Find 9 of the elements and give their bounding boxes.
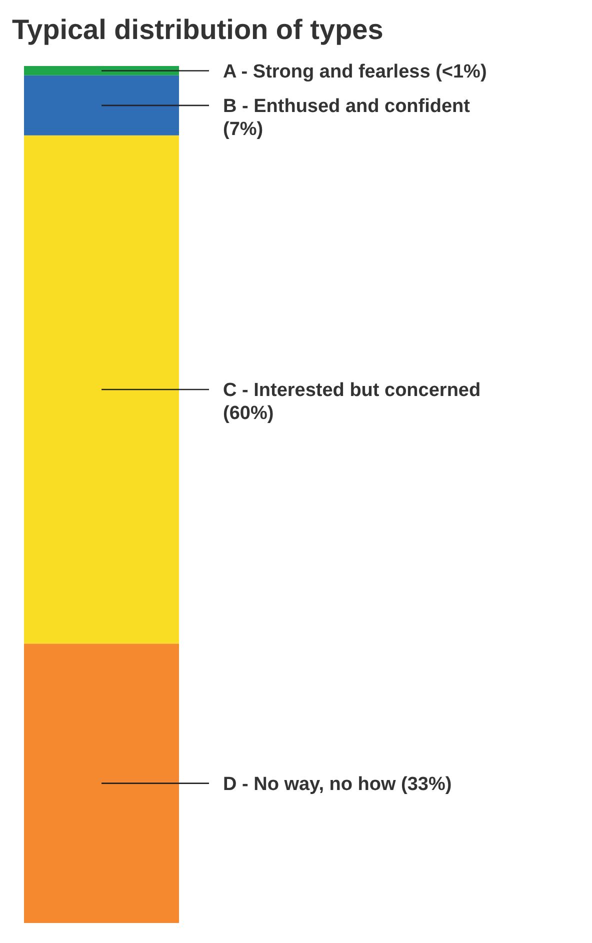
text: A - Strong and fearless (<1%)	[223, 61, 487, 82]
bar	[24, 66, 179, 76]
text: C - Interested but concerned (60%)	[223, 380, 481, 424]
text: B - Enthused and confident (7%)	[223, 96, 471, 140]
bar	[24, 644, 179, 923]
bar	[24, 135, 179, 644]
text: D - No way, no how (33%)	[223, 774, 452, 795]
bar	[24, 75, 179, 136]
chart-title: Typical distribution of types	[12, 13, 384, 47]
